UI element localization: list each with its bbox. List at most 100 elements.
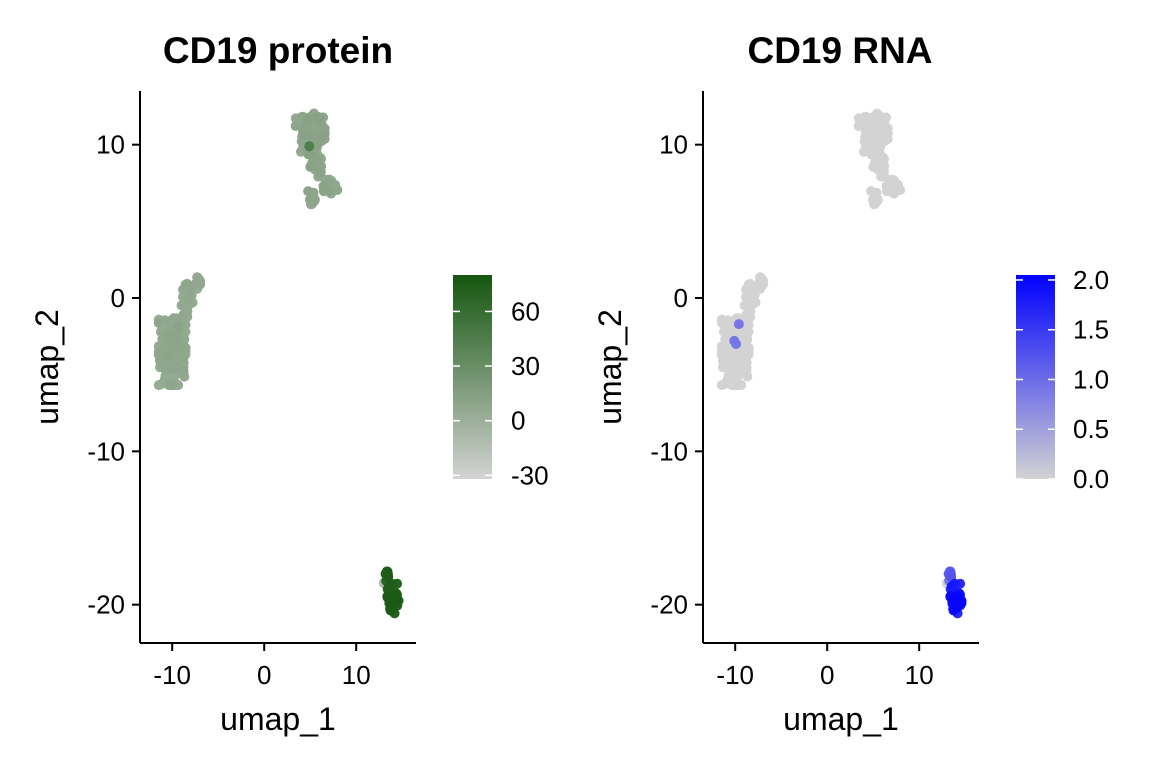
scatter-point — [153, 317, 164, 328]
y-axis-label: umap_2 — [29, 309, 65, 425]
colorbar: 0.0 0.5 1.0 1.5 2.0 — [1016, 265, 1109, 494]
scatter-point — [739, 300, 750, 311]
x-tick-label: 0 — [820, 660, 834, 690]
colorbar-gradient — [1016, 275, 1055, 479]
x-ticks: -10 0 10 — [716, 643, 934, 690]
colorbar: -30 0 30 60 — [453, 275, 549, 490]
x-axis-label: umap_1 — [783, 701, 899, 737]
scatter-point — [163, 351, 174, 362]
scatter-point — [169, 343, 180, 354]
scatter-point — [383, 571, 394, 582]
colorbar-tick-label: 2.0 — [1073, 265, 1109, 295]
scatter-point — [859, 136, 870, 147]
scatter-point — [303, 186, 314, 197]
scatter-point — [743, 319, 754, 330]
colorbar-tick-label: -30 — [511, 460, 549, 490]
chart-title: CD19 RNA — [747, 30, 932, 71]
chart-title: CD19 protein — [163, 30, 393, 71]
scatter-point — [173, 321, 184, 332]
scatter-point — [316, 120, 327, 131]
y-tick-label: -10 — [87, 436, 125, 466]
scatter-point — [853, 113, 864, 124]
x-tick-label: 0 — [257, 660, 271, 690]
colorbar-tick-label: 60 — [511, 296, 540, 326]
scatter-point — [723, 370, 734, 381]
scatter-point — [871, 152, 882, 163]
y-tick-label: 0 — [111, 283, 125, 313]
scatter-point — [385, 605, 396, 616]
scatter-point — [879, 120, 890, 131]
colorbar-tick-label: 0.5 — [1073, 414, 1109, 444]
y-tick-label: 0 — [674, 283, 688, 313]
colorbar-tick-label: 1.0 — [1073, 364, 1109, 394]
x-axis-label: umap_1 — [220, 701, 336, 737]
y-tick-label: 10 — [96, 130, 125, 160]
scatter-point — [153, 380, 164, 391]
scatter-point — [735, 359, 746, 370]
x-tick-label: 10 — [342, 660, 371, 690]
scatter-point — [750, 297, 761, 308]
scatter-point — [946, 581, 957, 592]
scatter-point — [881, 112, 892, 123]
scatter-point — [182, 279, 193, 290]
scatter-point — [172, 330, 183, 341]
y-tick-label: 10 — [659, 130, 688, 160]
colorbar-gradient — [453, 275, 492, 479]
scatter-point — [309, 195, 320, 206]
scatter-point — [872, 162, 883, 173]
scatter-point — [893, 179, 903, 190]
y-ticks: -20 -10 0 10 — [650, 130, 703, 620]
x-tick-label: 10 — [905, 660, 934, 690]
scatter-point — [183, 295, 194, 306]
scatter-point — [948, 593, 959, 604]
scatter-point — [317, 130, 328, 141]
scatter-point — [868, 144, 879, 154]
scatter-point — [305, 161, 316, 172]
scatter-point — [178, 309, 189, 320]
scatter-point — [741, 309, 752, 320]
scatter-point — [191, 278, 202, 288]
scatter-point — [951, 602, 962, 613]
scatter-point — [732, 350, 743, 361]
scatter-point — [869, 111, 880, 122]
scatter-point — [390, 593, 401, 604]
x-ticks: -10 0 10 — [153, 643, 371, 690]
scatter-point — [290, 121, 301, 131]
scatter-point — [740, 330, 751, 341]
x-tick-label: -10 — [153, 660, 191, 690]
colorbar-tick-label: 1.5 — [1073, 315, 1109, 345]
scatter-points — [716, 108, 967, 619]
colorbar-tick-label: 30 — [511, 351, 540, 381]
scatter-point — [304, 141, 315, 152]
scatter-point — [863, 124, 874, 135]
scatter-point — [755, 283, 766, 294]
scatter-point — [731, 367, 742, 378]
panel-cd19-protein: CD19 protein -10 0 10 -20 -10 0 10 umap_1 uma… — [29, 30, 549, 737]
scatter-point — [731, 339, 742, 349]
scatter-point — [164, 332, 175, 343]
scatter-point — [168, 363, 179, 374]
scatter-point — [723, 350, 734, 361]
y-axis-label: umap_2 — [592, 309, 628, 425]
scatter-point — [302, 114, 313, 125]
colorbar-tick-label: 0.0 — [1073, 464, 1109, 494]
scatter-point — [302, 129, 313, 140]
scatter-point — [313, 112, 324, 122]
scatter-point — [870, 198, 881, 209]
y-ticks: -20 -10 0 10 — [87, 130, 140, 620]
scatter-point — [879, 136, 890, 146]
scatter-point — [741, 284, 751, 295]
scatter-point — [726, 358, 737, 369]
scatter-point — [176, 365, 187, 376]
x-tick-label: -10 — [716, 660, 754, 690]
y-tick-label: -20 — [650, 590, 688, 620]
scatter-point — [871, 119, 882, 130]
scatter-point — [383, 581, 394, 592]
scatter-point — [314, 167, 325, 178]
y-tick-label: -10 — [650, 436, 688, 466]
scatter-point — [318, 181, 329, 192]
scatter-point — [758, 275, 769, 286]
scatter-point — [733, 319, 744, 330]
